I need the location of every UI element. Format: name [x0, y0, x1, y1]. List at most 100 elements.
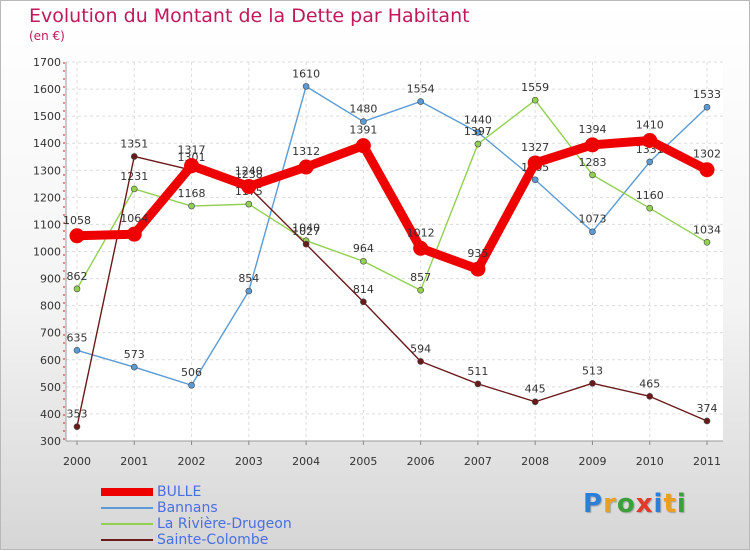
legend-swatch	[101, 507, 153, 509]
data-point	[188, 381, 195, 389]
data-label: 935	[467, 247, 488, 260]
logo-letter: x	[635, 489, 654, 519]
data-point	[355, 138, 371, 154]
data-label: 1231	[120, 170, 148, 183]
x-tick-label: 2008	[521, 455, 549, 468]
data-label: 1040	[292, 222, 320, 235]
legend-label: Sainte-Colombe	[157, 532, 269, 548]
data-point	[589, 171, 596, 179]
chart-title: Evolution du Montant de la Dette par Hab…	[29, 5, 470, 27]
x-tick-label: 2000	[63, 455, 91, 468]
data-point	[474, 129, 482, 136]
data-label: 1301	[178, 151, 206, 164]
y-tick-label: 600	[40, 354, 61, 367]
data-point	[703, 238, 711, 246]
data-label: 1312	[292, 145, 320, 158]
y-tick-label: 1300	[33, 164, 61, 177]
y-tick-label: 1400	[33, 137, 61, 150]
y-tick-label: 800	[40, 300, 61, 313]
legend-label: BULLE	[157, 484, 202, 500]
data-point	[646, 158, 654, 166]
data-point	[531, 398, 539, 406]
data-point	[589, 380, 596, 387]
legend-swatch	[101, 488, 153, 496]
y-tick-label: 1500	[33, 110, 61, 123]
data-point	[130, 153, 138, 160]
data-label: 1073	[578, 213, 606, 226]
legend-label: La Rivière-Drugeon	[157, 516, 292, 532]
data-point	[646, 204, 654, 212]
data-point	[245, 287, 253, 295]
data-point	[245, 200, 253, 208]
data-label: 854	[238, 272, 259, 285]
series-line-la-rivi-re-drugeon	[76, 99, 708, 291]
data-label: 1533	[693, 88, 721, 101]
x-tick-label: 2005	[349, 455, 377, 468]
series-line-bulle	[72, 136, 712, 274]
legend-swatch	[101, 523, 153, 525]
data-point	[699, 162, 715, 178]
y-tick-label: 1700	[33, 56, 61, 69]
series-line-sainte-colombe	[76, 155, 708, 428]
data-label: 1327	[521, 141, 549, 154]
data-label: 1351	[120, 137, 148, 150]
data-point	[302, 240, 310, 248]
y-tick-label: 1000	[33, 246, 61, 259]
data-label: 1391	[349, 124, 377, 137]
data-point	[73, 423, 81, 430]
y-tick-label: 1100	[33, 218, 61, 231]
data-label: 374	[697, 402, 718, 415]
data-label: 573	[124, 348, 145, 361]
data-label: 857	[410, 271, 431, 284]
data-label: 1397	[464, 125, 492, 138]
y-tick-label: 1200	[33, 191, 61, 204]
data-point	[126, 226, 142, 242]
x-tick-label: 2006	[407, 455, 435, 468]
data-point	[302, 83, 310, 90]
data-label: 1064	[120, 212, 148, 225]
data-point	[417, 286, 424, 294]
data-label: 1034	[693, 223, 721, 236]
data-label: 353	[67, 408, 88, 421]
data-label: 506	[181, 366, 202, 379]
x-tick-label: 2009	[578, 455, 606, 468]
data-point	[241, 179, 257, 195]
data-point	[360, 118, 367, 125]
data-label: 1058	[63, 214, 91, 227]
data-label: 1554	[407, 83, 435, 96]
data-label: 1480	[349, 103, 377, 116]
x-tick-label: 2010	[636, 455, 664, 468]
data-label: 1610	[292, 67, 320, 80]
x-tick-label: 2001	[120, 455, 148, 468]
data-point	[474, 380, 482, 388]
data-label: 1160	[636, 189, 664, 202]
data-label: 513	[582, 364, 603, 377]
y-tick-label: 1600	[33, 83, 61, 96]
logo-letter: r	[603, 489, 617, 519]
y-tick-label: 300	[40, 435, 61, 448]
data-point	[360, 298, 367, 306]
logo-letter: i	[676, 489, 687, 519]
data-label: 445	[525, 383, 546, 396]
data-label: 1240	[235, 165, 263, 178]
data-point	[130, 185, 138, 193]
data-point	[589, 228, 596, 236]
data-point	[584, 137, 600, 153]
data-label: 635	[67, 331, 88, 344]
data-label: 1394	[578, 123, 606, 136]
data-point	[646, 393, 654, 400]
data-point	[413, 240, 429, 256]
data-point	[73, 285, 81, 293]
data-label: 594	[410, 342, 431, 355]
logo-letter: i	[653, 489, 664, 519]
data-point	[703, 103, 711, 111]
data-label: 1302	[693, 148, 721, 161]
data-label: 465	[639, 377, 660, 390]
data-label: 814	[353, 283, 374, 296]
series-line-bannans	[76, 85, 708, 386]
data-label: 1168	[178, 187, 206, 200]
data-point	[360, 257, 367, 265]
data-label: 1012	[407, 226, 435, 239]
